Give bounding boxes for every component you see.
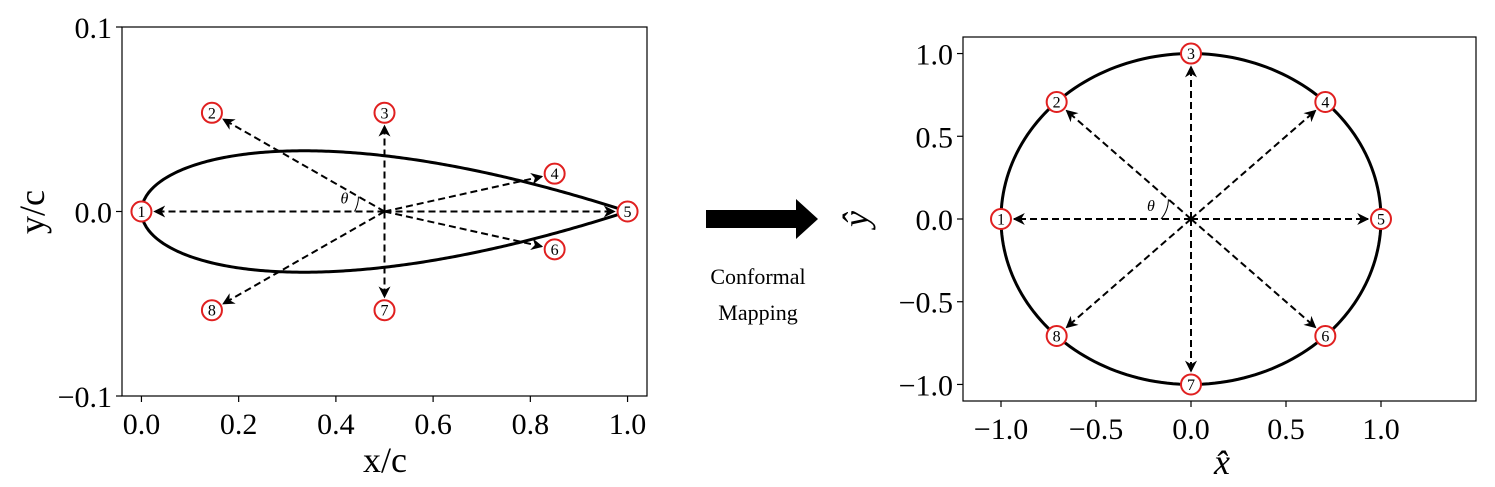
x-tick-label: 1.0 [609,408,647,441]
circle-x-axis-label: x̂ [1213,442,1230,482]
circle-plot: θ 1 2 3 4 5 6 7 8 −1.0 −0.5 0.0 0.5 1.0 1.0 0.5 0.0 −0.… [836,36,1477,482]
x-tick-label: 1.0 [1362,413,1400,446]
x-tick-label: 0.6 [414,408,452,441]
airfoil-theta-label: θ [341,191,349,208]
y-tick-label: 0.5 [916,121,954,154]
circle-point-3: 3 [1180,42,1202,65]
circle-point-label: 8 [1053,328,1061,345]
circle-point-label: 6 [1321,328,1329,345]
airfoil-point-label: 8 [208,303,216,320]
x-tick-label: 0.5 [1267,413,1305,446]
circle-arrow-6 [1190,218,1317,329]
y-tick-label: −1.0 [899,369,953,402]
circle-y-ticks: 1.0 0.5 0.0 −0.5 −1.0 [899,39,963,402]
airfoil-point-label: 1 [137,204,145,221]
circle-x-ticks: −1.0 −0.5 0.0 0.5 1.0 [974,401,1400,446]
circle-y-axis-label: ŷ [836,211,876,230]
x-tick-label: 0.0 [123,408,161,441]
airfoil-x-ticks: 0.0 0.2 0.4 0.6 0.8 1.0 [123,396,647,441]
airfoil-y-axis-label: y/c [12,190,52,234]
y-tick-label: −0.5 [899,287,953,320]
airfoil-point-label: 6 [551,242,559,259]
airfoil-theta-arc [354,196,359,212]
airfoil-x-axis-label: x/c [363,440,407,480]
circle-arrow-4 [1190,109,1317,220]
right-arrow-icon [706,199,818,239]
x-tick-label: −1.0 [974,413,1028,446]
circle-point-label: 7 [1187,377,1195,394]
airfoil-point-5: 5 [616,200,639,223]
circle-point-1: 1 [990,208,1012,230]
y-tick-label: 0.1 [75,12,113,45]
airfoil-point-label: 7 [381,303,389,320]
circle-arrow-2 [1065,109,1192,220]
x-tick-label: 0.8 [512,408,550,441]
y-tick-label: −0.1 [58,381,112,414]
conformal-label: Conformal [710,264,805,289]
circle-arrow-8 [1065,218,1192,329]
airfoil-point-label: 4 [551,166,559,183]
circle-point-7: 7 [1180,373,1202,396]
circle-point-label: 4 [1321,95,1329,112]
airfoil-plot-content: θ 1 2 3 4 5 6 7 8 [130,101,639,322]
circle-theta-label: θ [1147,198,1155,215]
x-tick-label: 0.4 [317,408,355,441]
airfoil-point-4: 4 [543,162,566,185]
airfoil-arrow-8 [222,210,385,305]
circle-plot-content: θ 1 2 3 4 5 6 7 8 [990,42,1392,396]
airfoil-y-ticks: 0.1 0.0 −0.1 [58,12,122,414]
y-tick-label: 0.0 [916,204,954,237]
airfoil-point-6: 6 [543,238,566,261]
mapping-label: Mapping [718,300,797,325]
airfoil-arrow-2 [222,118,385,213]
circle-point-label: 1 [997,212,1005,229]
airfoil-point-7: 7 [373,299,396,322]
circle-point-2: 2 [1045,91,1068,114]
circle-point-6: 6 [1314,324,1337,347]
circle-point-label: 5 [1377,212,1385,229]
airfoil-point-label: 3 [381,105,389,122]
x-tick-label: −0.5 [1069,413,1123,446]
airfoil-point-label: 5 [624,204,632,221]
circle-point-label: 2 [1053,95,1061,112]
airfoil-arrow-6 [384,210,544,251]
airfoil-arrow-4 [384,172,544,213]
airfoil-point-1: 1 [130,200,153,223]
y-tick-label: 1.0 [916,39,954,72]
airfoil-point-label: 2 [208,105,216,122]
airfoil-point-8: 8 [200,299,223,322]
y-tick-label: 0.0 [75,197,113,230]
circle-point-8: 8 [1045,324,1068,347]
x-tick-label: 0.2 [220,408,258,441]
x-tick-label: 0.0 [1172,413,1210,446]
airfoil-point-3: 3 [373,101,396,124]
conformal-mapping-arrow: Conformal Mapping [706,199,818,325]
circle-theta-arc [1160,199,1169,220]
circle-point-label: 3 [1187,46,1195,63]
circle-point-5: 5 [1370,208,1392,230]
airfoil-point-2: 2 [200,101,223,124]
circle-point-4: 4 [1314,91,1337,114]
